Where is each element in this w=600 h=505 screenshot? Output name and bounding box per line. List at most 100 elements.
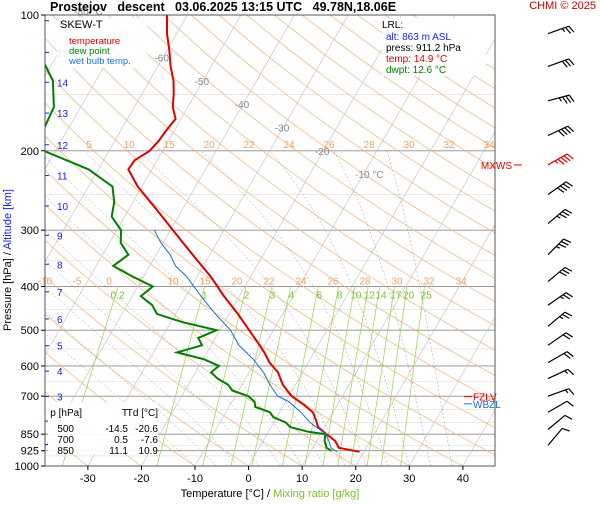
wind-barb: [548, 26, 574, 34]
wind-barb: [548, 182, 573, 195]
wind-barb-feather: [562, 270, 569, 274]
wind-barb-feather: [560, 317, 564, 319]
altitude-tick-label: 3: [57, 392, 63, 403]
lrl-title: LRL:: [382, 20, 403, 31]
upper-isotherm-label: 30: [403, 140, 415, 151]
lower-isotherm-label: 28: [359, 277, 371, 288]
mixing-ratio-label: 3: [270, 291, 276, 302]
temperature-tick-label: -30: [80, 473, 96, 485]
legend-item: wet bulb temp.: [68, 56, 131, 67]
x-axis-title: Temperature [°C] / Mixing ratio [g/kg]: [181, 488, 360, 500]
wind-barb-feather: [566, 333, 573, 337]
wind-barb-feather: [558, 159, 564, 164]
lrl-row: dwpt: 12.6 °C: [386, 65, 446, 76]
wind-barb-feather: [564, 239, 571, 242]
wind-barb: [548, 312, 572, 326]
wind-barb-feather: [565, 312, 572, 316]
y-axis-title-altitude: Altitude [km]: [2, 189, 14, 250]
temperature-tick-label: 40: [457, 473, 469, 485]
altitude-tick-label: 8: [57, 260, 63, 271]
table-cell: 850: [57, 446, 74, 457]
isotherm-label: -40: [235, 100, 250, 111]
table-cell: -20.6: [135, 424, 158, 435]
wind-barb-staff: [548, 415, 565, 429]
wind-barb-feather: [556, 247, 560, 249]
lower-isotherm-label: 32: [423, 277, 435, 288]
temperature-tick-label: -10: [187, 473, 203, 485]
mixing-ratio-label: 20: [403, 291, 415, 302]
table-cell: -14.5: [105, 424, 128, 435]
upper-isotherm-label: 24: [283, 140, 295, 151]
wind-barb-feather: [560, 214, 567, 218]
altitude-tick-label: 11: [57, 172, 68, 183]
wind-barb-feather: [566, 96, 571, 103]
mixing-ratio-label: 4: [289, 291, 295, 302]
wind-barb-feather: [563, 295, 570, 299]
isotherm-label: -50: [195, 77, 210, 88]
pressure-tick-label: 850: [21, 429, 39, 441]
copyright-label: CHMI © 2025: [529, 0, 596, 12]
wind-barb-feather: [565, 209, 572, 213]
table-cell: -7.6: [141, 435, 159, 446]
plot-area: [45, 15, 495, 466]
pressure-tick-label: 600: [21, 361, 39, 373]
pressure-tick-label: 925: [21, 446, 39, 458]
table-header: p [hPa]: [50, 408, 82, 419]
lower-isotherm-label: 0: [106, 277, 112, 288]
wind-barb: [548, 415, 572, 429]
altitude-tick-label: 4: [57, 367, 63, 378]
wind-barb-feather: [560, 186, 567, 191]
upper-isotherm-label: 22: [243, 140, 255, 151]
mixing-ratio-label: 6: [316, 291, 322, 302]
wind-barb-feather: [568, 369, 574, 375]
upper-isotherm-label: 15: [163, 140, 175, 151]
wind-barb: [548, 267, 572, 281]
wind-barb: [548, 293, 573, 306]
lower-isotherm-label: -5: [73, 277, 82, 288]
wind-barb: [548, 333, 573, 346]
wind-barb-feather: [566, 293, 573, 297]
altitude-tick-label: 7: [57, 288, 63, 299]
lrl-row: alt: 863 m ASL: [386, 32, 451, 43]
wind-barb-feather: [560, 297, 563, 299]
wind-barb-feather: [559, 244, 566, 247]
wind-barb-feather: [565, 267, 572, 271]
pressure-tick-label: 700: [21, 391, 39, 403]
wind-barb: [548, 239, 571, 255]
lower-isotherm-label: 10: [167, 277, 179, 288]
mxws-label: MXWS: [481, 161, 512, 172]
wind-barb-feather: [562, 29, 565, 32]
isotherm-label: -30: [275, 124, 290, 135]
wind-barb-feather: [561, 242, 568, 245]
upper-isotherm-label: 26: [323, 140, 335, 151]
mixing-ratio-label: 10: [350, 291, 362, 302]
upper-isotherm-label: 20: [203, 140, 215, 151]
wind-barb-feather: [562, 428, 570, 431]
wind-barb-feather: [566, 182, 573, 186]
wind-barb-feather: [569, 95, 574, 102]
mixing-ratio-label: 25: [421, 291, 433, 302]
wind-barb: [548, 428, 570, 445]
mixing-ratio-label: 8: [337, 291, 343, 302]
wind-barb: [548, 209, 572, 223]
altitude-tick-label: 6: [57, 315, 63, 326]
upper-isotherm-label: 28: [363, 140, 375, 151]
wind-barb-feather: [567, 352, 573, 357]
table-cell: 500: [57, 424, 74, 435]
mixing-ratio-label: 2: [244, 291, 250, 302]
pressure-tick-label: 300: [21, 225, 39, 237]
lrl-row: press: 911.2 hPa: [386, 43, 461, 54]
wind-barb-feather: [563, 184, 570, 188]
lower-isotherm-label: 24: [295, 277, 307, 288]
mixing-ratio-label: 12: [364, 291, 376, 302]
upper-isotherm-label: 5: [86, 140, 92, 151]
pressure-tick-label: 200: [21, 146, 39, 158]
mixing-ratio-label: 17: [390, 291, 402, 302]
wind-barb-feather: [567, 401, 573, 406]
upper-isotherm-label: 32: [443, 140, 455, 151]
wind-barb: [548, 126, 574, 136]
isotherm-label: -60: [154, 54, 169, 65]
wind-barb-feather: [565, 390, 568, 393]
wind-barb-feather: [565, 371, 568, 374]
wind-barb: [548, 154, 573, 165]
